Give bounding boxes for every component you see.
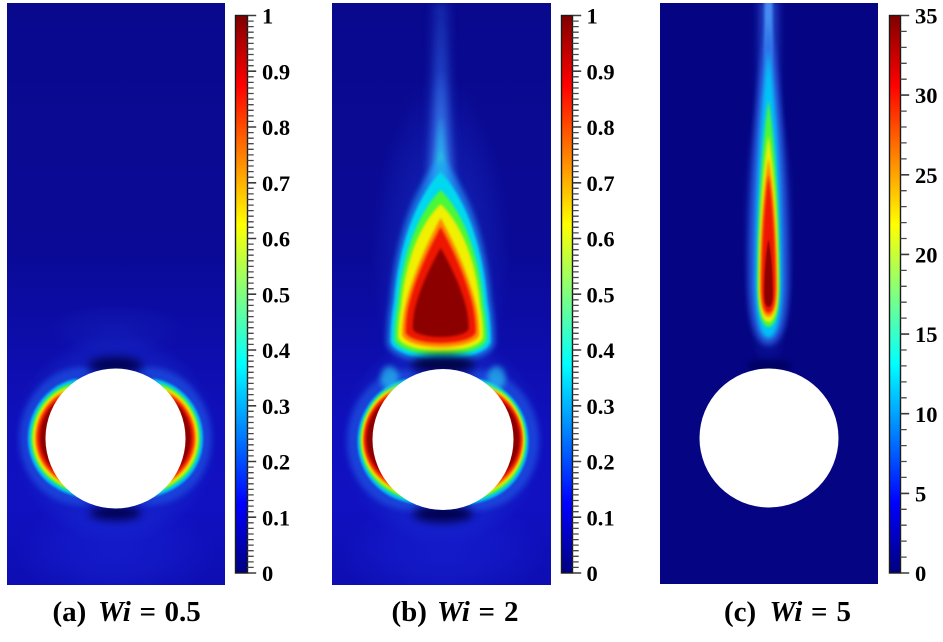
svg-text:2: 2 <box>504 596 519 628</box>
svg-text:0.8: 0.8 <box>587 115 615 140</box>
svg-text:0.5: 0.5 <box>587 282 615 307</box>
svg-text:(c): (c) <box>724 596 756 628</box>
svg-text:=: = <box>140 596 157 628</box>
svg-text:0.4: 0.4 <box>262 338 290 363</box>
svg-text:=: = <box>479 596 496 628</box>
svg-text:0: 0 <box>587 561 598 586</box>
svg-text:20: 20 <box>915 243 938 268</box>
svg-text:0.7: 0.7 <box>262 171 290 196</box>
svg-text:0.3: 0.3 <box>587 394 615 419</box>
svg-text:15: 15 <box>915 322 938 347</box>
svg-text:0.6: 0.6 <box>587 227 615 252</box>
svg-text:0.8: 0.8 <box>262 115 290 140</box>
svg-text:1: 1 <box>587 4 598 29</box>
svg-text:0.7: 0.7 <box>587 171 615 196</box>
svg-text:Wi: Wi <box>98 596 131 628</box>
svg-text:Wi: Wi <box>770 596 803 628</box>
svg-text:0.9: 0.9 <box>262 59 290 84</box>
svg-text:25: 25 <box>915 163 938 188</box>
svg-text:(b): (b) <box>392 596 427 628</box>
svg-text:5: 5 <box>915 482 926 507</box>
svg-text:0.9: 0.9 <box>587 59 615 84</box>
svg-text:0: 0 <box>915 561 926 586</box>
svg-text:0.5: 0.5 <box>165 596 201 628</box>
svg-text:0.4: 0.4 <box>587 338 615 363</box>
svg-text:35: 35 <box>915 4 938 29</box>
svg-text:5: 5 <box>837 596 852 628</box>
svg-text:0.3: 0.3 <box>262 394 290 419</box>
svg-text:0.2: 0.2 <box>262 450 290 475</box>
svg-text:1: 1 <box>262 4 273 29</box>
svg-text:0.2: 0.2 <box>587 450 615 475</box>
svg-text:0.5: 0.5 <box>262 282 290 307</box>
svg-text:0.1: 0.1 <box>262 505 290 530</box>
svg-text:(a): (a) <box>53 596 87 628</box>
svg-text:Wi: Wi <box>437 596 470 628</box>
svg-text:=: = <box>811 596 828 628</box>
svg-text:0.6: 0.6 <box>262 227 290 252</box>
svg-text:30: 30 <box>915 83 938 108</box>
svg-text:10: 10 <box>915 402 938 427</box>
svg-text:0: 0 <box>262 561 273 586</box>
svg-text:0.1: 0.1 <box>587 505 615 530</box>
